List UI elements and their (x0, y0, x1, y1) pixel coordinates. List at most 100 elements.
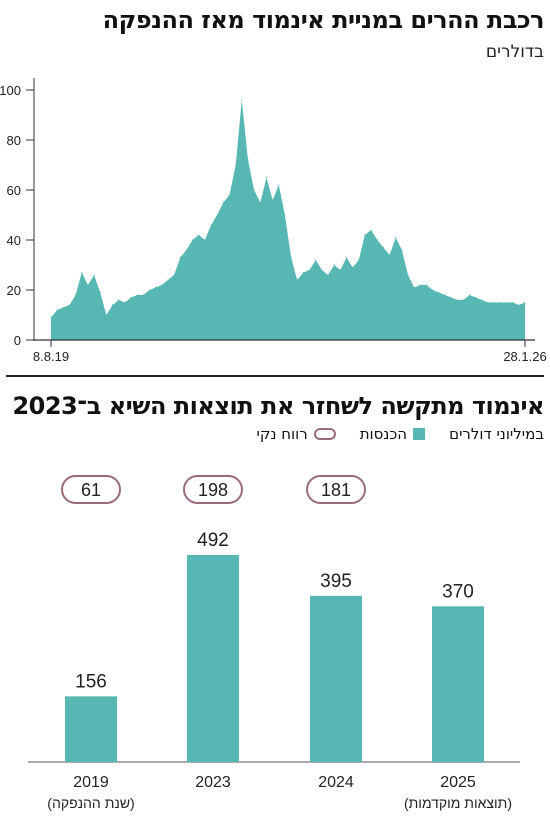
price-point (499, 301, 501, 304)
price-point (75, 294, 77, 296)
revenue-value-label: 492 (197, 530, 229, 551)
chart1-title: רכבת ההרים במניית אינמוד מאז ההנפקה (102, 6, 545, 34)
price-point (308, 269, 311, 271)
legend-revenue-swatch (413, 428, 426, 440)
price-point (167, 279, 169, 281)
legend-unit: במיליוני דולרים (449, 425, 544, 443)
price-point (407, 274, 409, 276)
net-profit-pill (183, 475, 243, 504)
price-point (265, 176, 268, 179)
price-point (105, 314, 107, 316)
price-point (198, 234, 200, 236)
price-point (68, 304, 71, 306)
price-point (136, 294, 138, 296)
price-point (450, 296, 452, 299)
x-label-start: 8.8.19 (33, 349, 69, 364)
price-area (51, 100, 525, 340)
price-point (290, 256, 292, 259)
price-point (444, 294, 446, 296)
price-point (235, 164, 237, 166)
price-point (50, 316, 52, 319)
category-label: 2019 (73, 774, 109, 791)
price-point (253, 189, 255, 191)
price-point (62, 306, 64, 309)
price-point (247, 159, 249, 161)
price-point (327, 274, 329, 276)
price-point (475, 296, 477, 299)
category-label: 2024 (318, 774, 354, 791)
price-point (315, 259, 317, 261)
price-point (456, 299, 458, 301)
price-point (148, 289, 151, 291)
price-point (241, 99, 243, 101)
price-point (81, 271, 83, 274)
price-point (112, 304, 114, 306)
price-point (192, 239, 194, 241)
price-point (333, 264, 335, 266)
price-point (321, 269, 323, 271)
price-point (124, 301, 126, 304)
price-point (487, 301, 489, 304)
price-point (401, 249, 403, 251)
price-point (87, 284, 89, 286)
price-point (272, 199, 274, 201)
y-tick-label: 60 (7, 183, 21, 198)
price-point (161, 284, 163, 286)
revenue-bar (65, 696, 117, 762)
price-point (216, 214, 218, 216)
price-point (505, 301, 508, 304)
price-point (524, 301, 526, 304)
price-point (352, 266, 354, 269)
x-label-end: 28.1.26 (503, 349, 546, 364)
price-point (382, 246, 384, 249)
category-label: 2023 (195, 774, 231, 791)
price-point (345, 256, 348, 259)
stock-price-area-chart: 0 20 40 60 80 100 8.8.19 28.1.26 (0, 78, 547, 364)
price-point (364, 234, 366, 236)
price-point (284, 214, 286, 216)
price-point (155, 286, 157, 289)
price-point (493, 301, 495, 304)
price-point (512, 301, 514, 304)
revenue-value-label: 370 (442, 581, 474, 602)
net-profit-pill (61, 475, 121, 504)
legend-revenue-label: הכנסות (359, 425, 408, 443)
price-point (462, 299, 464, 301)
price-point (204, 239, 206, 241)
price-point (185, 249, 187, 251)
price-point (142, 294, 144, 296)
price-point (228, 194, 231, 196)
price-point (339, 269, 341, 271)
revenue-value-label: 395 (320, 571, 352, 592)
price-point (481, 299, 483, 301)
price-point (278, 184, 280, 186)
price-point (370, 229, 372, 231)
price-point (302, 271, 304, 274)
price-point (179, 256, 181, 259)
price-point (425, 284, 428, 286)
category-label: 2025 (440, 774, 476, 791)
price-point (173, 274, 175, 276)
net-profit-value: 198 (198, 480, 228, 500)
y-tick-label: 100 (0, 83, 21, 98)
price-point (389, 254, 391, 256)
price-point (518, 304, 520, 306)
legend-net-profit-label: רווח נקי (256, 425, 308, 443)
category-note: (שנת ההנפקה) (47, 795, 134, 811)
y-tick-label: 80 (7, 133, 21, 148)
net-profit-value: 61 (81, 480, 101, 500)
revenue-bar (432, 606, 484, 762)
price-point (419, 284, 421, 286)
price-point (376, 239, 378, 241)
price-point (296, 279, 298, 281)
net-profit-pill (306, 475, 366, 504)
net-profit-value: 181 (321, 480, 351, 500)
price-point (413, 286, 415, 289)
price-point (469, 294, 471, 296)
price-point (99, 291, 101, 294)
category-note: (תוצאות מוקדמות) (404, 795, 512, 811)
revenue-bar (187, 555, 239, 762)
y-tick-label: 0 (14, 333, 21, 348)
y-tick-label: 40 (7, 233, 21, 248)
